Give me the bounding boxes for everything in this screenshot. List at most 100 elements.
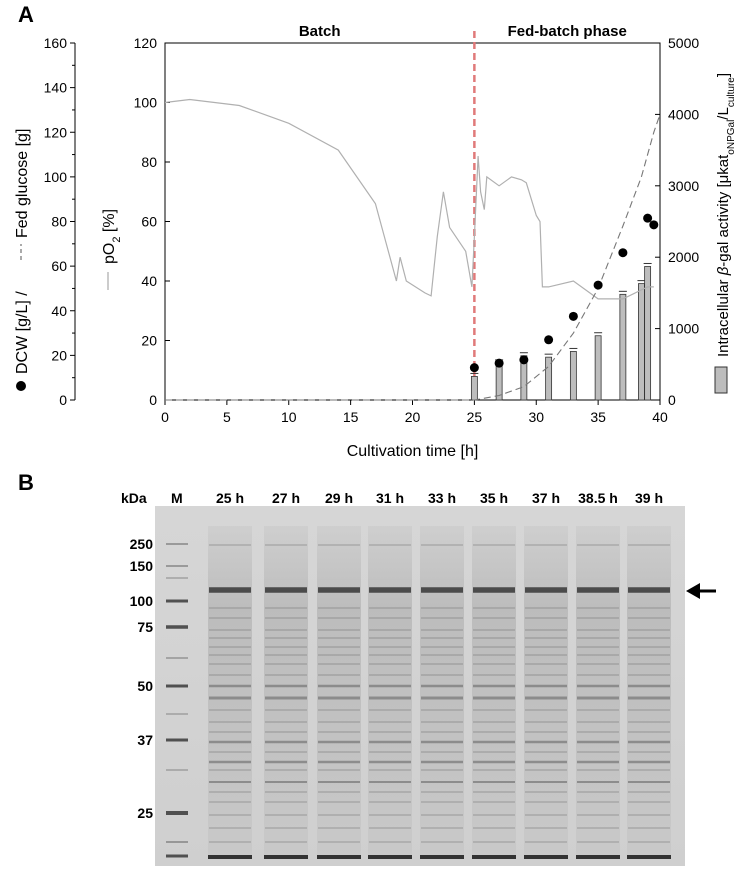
gel-band (421, 696, 463, 700)
gel-band (577, 587, 619, 593)
gel-band (628, 731, 670, 733)
gel-band (421, 674, 463, 676)
gel-band (525, 827, 567, 829)
gel-band (318, 760, 360, 764)
gel-band (265, 663, 307, 665)
left-axis-tick-label: 40 (51, 303, 67, 319)
inner-axis-tick-label: 60 (141, 214, 157, 230)
activity-bar (619, 293, 627, 401)
gel-band (265, 617, 307, 619)
gel-band (318, 617, 360, 619)
marker-band (166, 811, 188, 815)
gel-band (318, 663, 360, 665)
gel-band (473, 781, 515, 783)
x-axis-label: Cultivation time [h] (347, 443, 479, 460)
gel-band (209, 781, 251, 783)
activity-bar (545, 356, 553, 401)
gel-band (318, 709, 360, 711)
right-axis-tick-label: 2000 (668, 249, 699, 265)
lane-label: 31 h (375, 490, 404, 506)
gel-band (209, 740, 251, 744)
gel-band (265, 544, 307, 546)
marker-band (166, 543, 188, 545)
dcw-point (568, 311, 578, 321)
marker-band (166, 577, 188, 579)
chart-a: 0204060801001201401600204060801001200100… (14, 23, 737, 460)
dye-front-band (208, 855, 252, 859)
gel-band (421, 769, 463, 771)
dcw-point (494, 358, 504, 368)
gel-band (525, 696, 567, 700)
gel-lane (420, 526, 464, 856)
gel-band (577, 629, 619, 631)
gel-band (369, 827, 411, 829)
marker-band (166, 684, 188, 688)
gel-band (577, 684, 619, 688)
gel-band (209, 629, 251, 631)
gel-band (318, 769, 360, 771)
gel-band (473, 760, 515, 764)
gel-band (577, 617, 619, 619)
gel-band (369, 814, 411, 816)
gel-band (628, 607, 670, 609)
gel-band (318, 544, 360, 546)
gel-band (265, 781, 307, 783)
gel-band (628, 709, 670, 711)
gel-band (577, 731, 619, 733)
x-axis-tick-label: 40 (652, 409, 668, 425)
left-arrow-icon (686, 583, 716, 599)
gel-band (209, 814, 251, 816)
lane-label: 29 h (324, 490, 353, 506)
gel-band (265, 760, 307, 764)
dcw-point (469, 363, 479, 373)
gel-band (421, 617, 463, 619)
gel-band (628, 544, 670, 546)
gel-band (265, 587, 307, 593)
gel-band (265, 709, 307, 711)
gel-band (318, 781, 360, 783)
dye-front-band (627, 855, 671, 859)
x-axis-tick-label: 35 (590, 409, 606, 425)
gel-band (318, 629, 360, 631)
gel-band (577, 709, 619, 711)
gel-band (628, 721, 670, 723)
gel-band (473, 637, 515, 639)
marker-band (166, 769, 188, 771)
lane-label: 38.5 h (578, 490, 618, 506)
right-axis-tick-label: 4000 (668, 106, 699, 122)
gel-band (577, 827, 619, 829)
activity-bar-symbol-icon (714, 366, 728, 394)
dye-front-band (317, 855, 361, 859)
panel-letter-a: A (18, 2, 34, 27)
gel-band (209, 827, 251, 829)
x-axis-tick-label: 30 (528, 409, 544, 425)
gel-band (265, 684, 307, 688)
gel-band (628, 791, 670, 793)
dye-front-band (576, 855, 620, 859)
gel-band (318, 731, 360, 733)
gel-band (473, 740, 515, 744)
gel-band (265, 674, 307, 676)
gel-band (577, 663, 619, 665)
gel-band (318, 801, 360, 803)
dcw-point (544, 335, 554, 345)
gel-lane (368, 526, 412, 856)
gel-band (369, 587, 411, 593)
gel-band (421, 544, 463, 546)
gel-band (421, 587, 463, 593)
gel-band (369, 721, 411, 723)
gel-band (421, 721, 463, 723)
marker-band (166, 625, 188, 629)
gel-band (473, 709, 515, 711)
gel-band (209, 721, 251, 723)
gel-band (209, 801, 251, 803)
dcw-point (593, 280, 603, 290)
gel-band (577, 544, 619, 546)
gel-band (369, 696, 411, 700)
right-axis-label-text: Intracellular β-gal activity [μkatoNPGal… (715, 73, 737, 357)
gel-band (318, 751, 360, 753)
dye-front-band (524, 855, 568, 859)
gel-band (473, 607, 515, 609)
gel-band (628, 760, 670, 764)
gel-band (628, 646, 670, 648)
